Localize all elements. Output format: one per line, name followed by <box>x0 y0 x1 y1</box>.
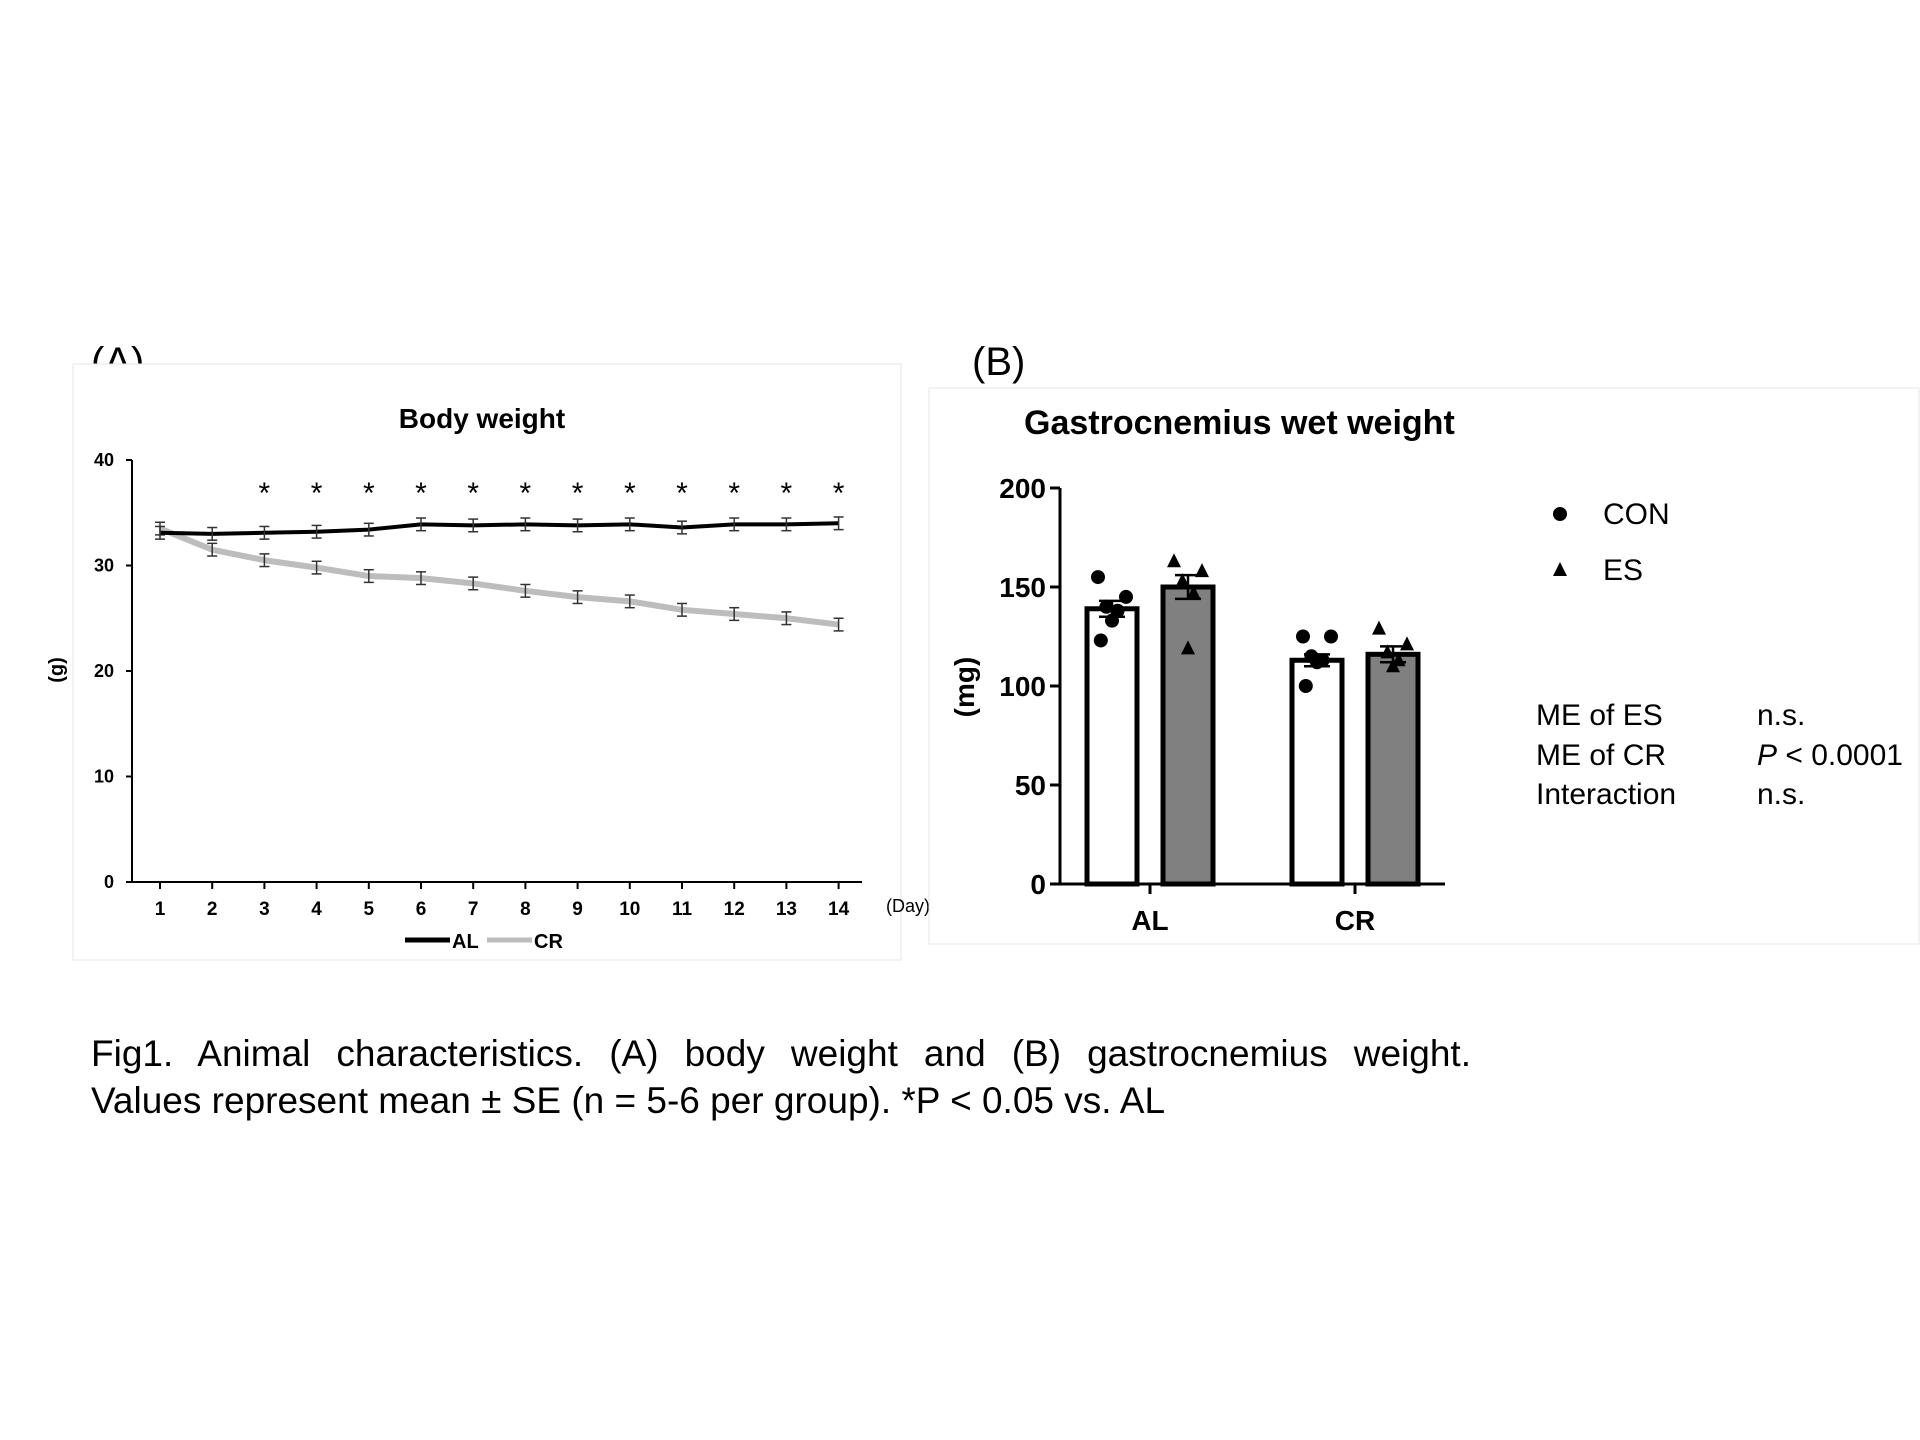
stat-me-cr-p: P <box>1757 739 1777 772</box>
data-point-es <box>1372 620 1386 635</box>
series-line-al <box>159 521 839 536</box>
data-point-con <box>1310 655 1324 670</box>
x-tick-label: 8 <box>520 899 531 920</box>
y-tick-label: 40 <box>94 450 114 470</box>
chart-b-title: Gastrocnemius wet weight <box>1024 404 1455 442</box>
x-tick-label: 7 <box>468 899 479 920</box>
bar-es-cr <box>1365 651 1421 887</box>
legend-con-marker <box>1553 507 1567 521</box>
stat-me-cr-value: P < 0.0001 <box>1757 739 1903 772</box>
x-tick-label: 2 <box>207 899 218 920</box>
data-point-es <box>1175 573 1190 588</box>
panel-a-frame <box>72 363 902 961</box>
x-tick-label: AL <box>1131 905 1168 936</box>
data-point-es <box>1195 563 1209 578</box>
significance-star: * <box>781 477 793 510</box>
significance-star: * <box>833 477 845 510</box>
panel-b-frame <box>928 387 1920 945</box>
y-tick-label: 200 <box>999 473 1046 504</box>
significance-star: * <box>728 477 740 510</box>
bar-con-cr <box>1289 657 1345 887</box>
y-tick-label: 30 <box>94 556 114 576</box>
stat-me-es-value: n.s. <box>1757 699 1805 732</box>
stat-me-cr-number: < 0.0001 <box>1777 739 1903 772</box>
data-point-es <box>1400 636 1414 651</box>
bar-es-al <box>1160 584 1216 887</box>
chart-a-ylabel: (g) <box>46 657 68 683</box>
y-tick-label: 20 <box>94 661 114 681</box>
data-point-con <box>1298 679 1313 693</box>
x-tick-label: 5 <box>364 899 375 920</box>
legend-al-label: AL <box>452 931 479 953</box>
significance-star: * <box>676 477 688 510</box>
significance-star: * <box>520 477 532 510</box>
data-point-es <box>1167 553 1181 568</box>
legend-es-label: ES <box>1603 554 1643 587</box>
significance-star: * <box>259 477 271 510</box>
chart-a-title: Body weight <box>399 403 565 434</box>
legend-cr-label: CR <box>534 931 563 953</box>
x-tick-label: 13 <box>776 899 797 920</box>
data-point-es <box>1186 584 1201 599</box>
y-tick-label: 100 <box>999 671 1046 702</box>
data-point-es <box>1181 640 1195 655</box>
caption-line-1: Fig1. Animal characteristics. (A) body w… <box>91 1033 1471 1074</box>
bar-con-al <box>1084 606 1140 887</box>
data-point-es <box>1380 644 1395 659</box>
data-point-con <box>1324 629 1338 644</box>
data-point-es <box>1386 658 1400 673</box>
x-tick-label: 14 <box>828 899 850 920</box>
legend-con-label: CON <box>1603 498 1670 531</box>
data-point-con <box>1099 599 1114 614</box>
data-point-con <box>1105 613 1119 628</box>
chart-a-xlabel: (Day) <box>886 896 930 916</box>
legend-es-marker <box>1553 562 1567 576</box>
stat-me-es-label: ME of ES <box>1536 699 1663 732</box>
stat-interaction-label: Interaction <box>1536 778 1676 811</box>
significance-star: * <box>624 477 636 510</box>
data-point-con <box>1296 629 1310 644</box>
stat-me-cr-label: ME of CR <box>1536 739 1666 772</box>
caption-line-2: Values represent mean ± SE (n = 5-6 per … <box>91 1080 1166 1121</box>
x-tick-label: 4 <box>311 899 322 920</box>
y-tick-label: 50 <box>1015 770 1046 801</box>
x-tick-label: 9 <box>572 899 583 920</box>
stat-interaction-value: n.s. <box>1757 778 1805 811</box>
data-point-con <box>1093 633 1108 648</box>
x-tick-label: CR <box>1335 905 1375 936</box>
significance-star: * <box>572 477 584 510</box>
significance-star: * <box>311 477 323 510</box>
significance-star: * <box>467 477 479 510</box>
series-line-cr <box>158 525 839 628</box>
y-tick-label: 0 <box>1030 869 1046 900</box>
x-tick-label: 6 <box>416 899 427 920</box>
panel-b-label: (B) <box>972 340 1026 384</box>
significance-star: * <box>363 477 375 510</box>
y-tick-label: 0 <box>104 872 114 892</box>
x-tick-label: 12 <box>724 899 745 920</box>
x-tick-label: 1 <box>155 899 166 920</box>
data-point-con <box>1119 589 1133 604</box>
y-tick-label: 10 <box>94 767 114 787</box>
figure-caption: Fig1. Animal characteristics. (A) body w… <box>91 1030 1471 1124</box>
chart-b-ylabel: (mg) <box>949 657 980 718</box>
y-tick-label: 150 <box>999 572 1046 603</box>
x-tick-label: 10 <box>619 899 640 920</box>
x-tick-label: 11 <box>672 899 693 920</box>
x-tick-label: 3 <box>259 899 270 920</box>
data-point-con <box>1091 570 1105 585</box>
significance-star: * <box>415 477 427 510</box>
